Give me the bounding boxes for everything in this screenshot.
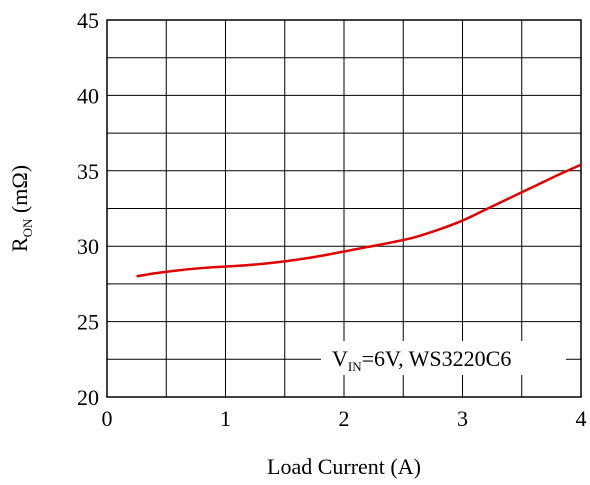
x-axis-ticks: 0 1 2 3 4 [102,406,587,431]
annotation-background [321,341,566,375]
annotation-main: V [332,346,348,371]
y-tick-label: 35 [77,159,99,184]
x-tick-label: 4 [576,406,587,431]
x-tick-label: 0 [102,406,113,431]
y-tick-label: 30 [77,234,99,259]
y-axis-ticks: 20 25 30 35 40 45 [77,8,99,410]
y-axis-title-main: R [7,237,32,252]
x-axis-title: Load Current (A) [267,454,421,479]
y-axis-title-subscript: ON [20,218,35,237]
y-tick-label: 40 [77,83,99,108]
y-tick-label: 20 [77,385,99,410]
x-tick-label: 1 [220,406,231,431]
y-tick-label: 25 [77,310,99,335]
x-tick-label: 3 [457,406,468,431]
x-tick-label: 2 [339,406,350,431]
y-tick-label: 45 [77,8,99,33]
y-axis-title: RON (mΩ) [7,165,35,252]
y-axis-title-unit: (mΩ) [7,165,32,219]
annotation-subscript: IN [348,359,362,374]
series-line [136,163,582,278]
plot-frame [106,19,582,398]
annotation-label: VIN=6V, WS3220C6 [332,346,511,374]
grid [107,20,581,397]
annotation-rest: =6V, WS3220C6 [362,346,512,371]
